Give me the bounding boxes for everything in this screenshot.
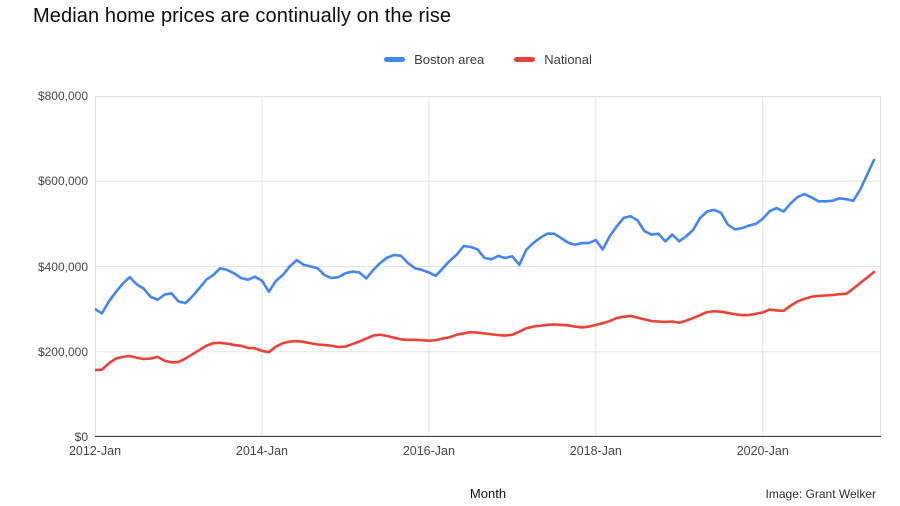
y-tick-label: $400,000 bbox=[37, 259, 88, 274]
y-tick-label: $800,000 bbox=[37, 89, 88, 103]
y-tick-label: $200,000 bbox=[37, 344, 88, 359]
legend-swatch-national-icon bbox=[514, 56, 536, 62]
chart-title: Median home prices are continually on th… bbox=[33, 5, 452, 27]
legend-label-boston-area: Boston area bbox=[414, 51, 485, 67]
x-axis-title: Month bbox=[469, 486, 507, 501]
x-tick-label: 2016-Jan bbox=[402, 444, 455, 458]
x-tick-label: 2020-Jan bbox=[736, 444, 789, 458]
y-tick-label: $0 bbox=[74, 430, 88, 444]
y-tick-label: $600,000 bbox=[37, 174, 88, 189]
x-tick-label: 2012-Jan bbox=[68, 444, 122, 458]
legend-item-national: National bbox=[514, 52, 592, 67]
legend: Boston area National bbox=[95, 50, 881, 68]
legend-item-boston-area: Boston area bbox=[384, 52, 484, 67]
legend-label-national: National bbox=[544, 51, 592, 67]
image-credit: Image: Grant Welker bbox=[765, 487, 876, 501]
boston-area-line bbox=[93, 158, 876, 315]
x-tick-label: 2018-Jan bbox=[569, 444, 622, 458]
plot-area bbox=[93, 96, 881, 438]
line-chart-plot bbox=[93, 96, 881, 438]
national-line bbox=[93, 270, 876, 372]
x-tick-label: 2014-Jan bbox=[235, 444, 288, 458]
legend-swatch-boston-area-icon bbox=[384, 56, 406, 62]
